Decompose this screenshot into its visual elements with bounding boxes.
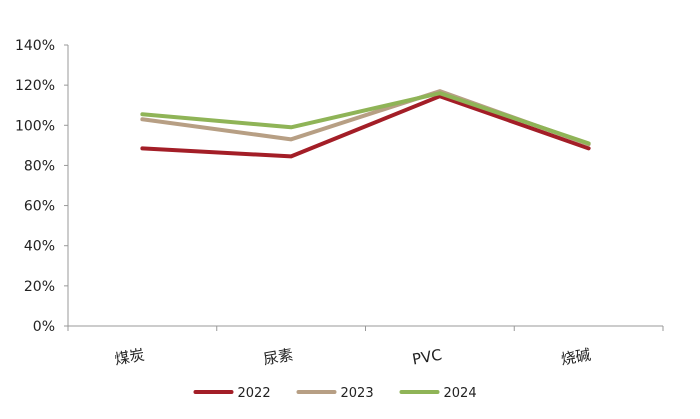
series-lines bbox=[140, 89, 591, 159]
series-line-2022 bbox=[140, 94, 591, 159]
y-tick-label: 60% bbox=[24, 199, 55, 215]
x-category-label: 烧碱 bbox=[559, 346, 592, 369]
legend-label-2023: 2023 bbox=[341, 386, 374, 401]
y-tick-label: 120% bbox=[15, 78, 55, 94]
y-tick-label: 140% bbox=[15, 38, 55, 54]
x-category-label: 煤炭 bbox=[113, 346, 146, 369]
y-axis: 0% 20% 40% 60% 80% 100% 120% 140% bbox=[15, 38, 69, 335]
y-tick-label: 0% bbox=[33, 319, 55, 335]
legend-label-2022: 2022 bbox=[238, 386, 271, 401]
x-category-label: 尿素 bbox=[262, 346, 295, 369]
series-line-2024 bbox=[140, 91, 591, 146]
legend-label-2024: 2024 bbox=[444, 386, 477, 401]
y-tick-label: 80% bbox=[24, 158, 55, 174]
x-category-label: PVC bbox=[411, 346, 443, 369]
y-tick-label: 100% bbox=[15, 118, 55, 134]
y-tick-label: 20% bbox=[24, 279, 55, 295]
x-axis: 煤炭 尿素 PVC 烧碱 bbox=[67, 325, 664, 369]
series-line-2023 bbox=[140, 89, 591, 147]
y-tick-label: 40% bbox=[24, 239, 55, 255]
legend: 2022 2023 2024 bbox=[193, 386, 477, 401]
